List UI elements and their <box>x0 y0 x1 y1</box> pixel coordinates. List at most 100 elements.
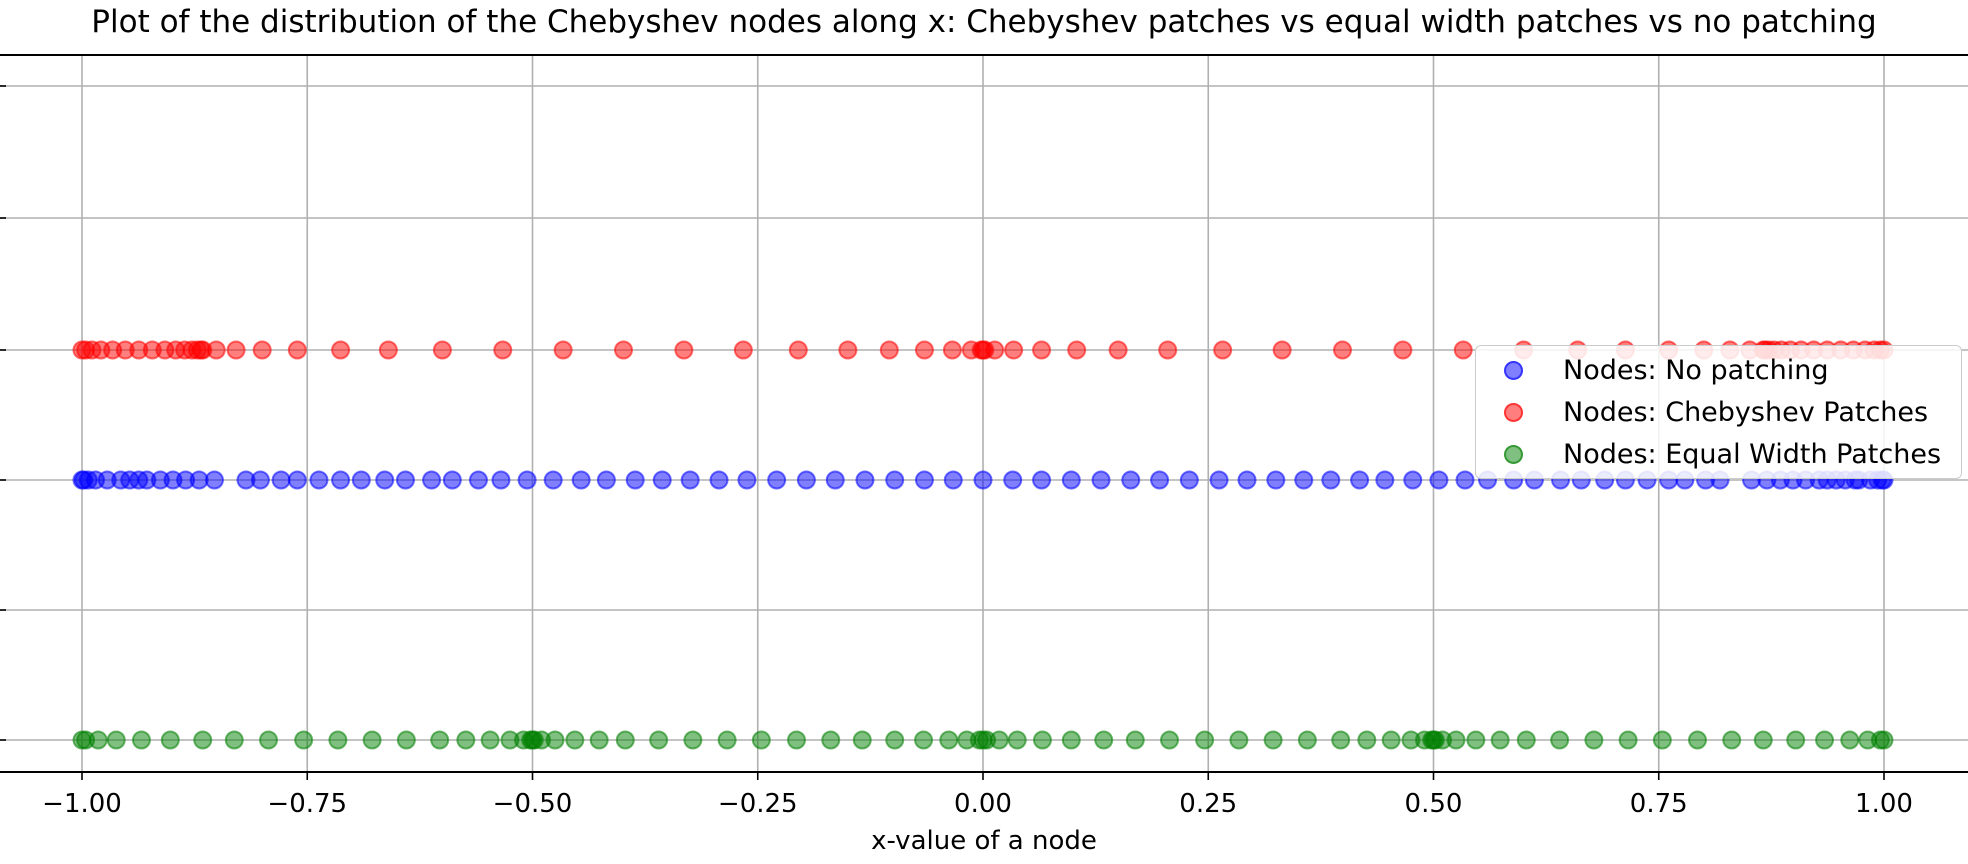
x-tick-label: 0.75 <box>1630 789 1688 819</box>
scatter-point <box>1550 730 1570 750</box>
scatter-point <box>825 470 845 490</box>
scatter-point <box>1381 730 1401 750</box>
scatter-point <box>1429 470 1449 490</box>
scatter-point <box>683 730 703 750</box>
scatter-point <box>879 340 899 360</box>
scatter-point <box>1687 730 1707 750</box>
scatter-point <box>989 730 1009 750</box>
scatter-point <box>1032 470 1052 490</box>
scatter-point <box>1375 470 1395 490</box>
legend-marker-green <box>1504 444 1523 464</box>
x-tick-label: 0.50 <box>1405 789 1463 819</box>
scatter-point <box>1332 340 1352 360</box>
scatter-point <box>1584 730 1604 750</box>
scatter-point <box>1179 470 1199 490</box>
scatter-point <box>1209 470 1229 490</box>
scatter-point <box>614 340 634 360</box>
scatter-point <box>294 730 314 750</box>
scatter-point <box>1266 470 1286 490</box>
scatter-points <box>72 340 1894 750</box>
scatter-point <box>680 470 700 490</box>
scatter-point <box>786 730 806 750</box>
x-tick-label: −0.50 <box>493 789 573 819</box>
scatter-point <box>545 730 565 750</box>
scatter-point <box>1874 730 1894 750</box>
scatter-point <box>1294 470 1314 490</box>
scatter-point <box>767 470 787 490</box>
scatter-point <box>1158 340 1178 360</box>
scatter-point <box>493 340 513 360</box>
scatter-point <box>1466 730 1486 750</box>
x-tick-label: 0.00 <box>954 789 1012 819</box>
scatter-point <box>1815 730 1835 750</box>
legend-label: Nodes: No patching <box>1563 354 1829 386</box>
scatter-point <box>1091 470 1111 490</box>
scatter-point <box>226 340 246 360</box>
scatter-point <box>1490 730 1510 750</box>
scatter-point <box>328 730 348 750</box>
scatter-point <box>189 470 209 490</box>
legend-marker-blue <box>1504 360 1523 380</box>
scatter-point <box>1446 730 1466 750</box>
scatter-point <box>973 470 993 490</box>
scatter-point <box>1061 730 1081 750</box>
scatter-point <box>224 730 244 750</box>
scatter-point <box>885 730 905 750</box>
scatter-point <box>1453 340 1473 360</box>
scatter-point <box>250 470 270 490</box>
scatter-point <box>1455 470 1475 490</box>
scatter-point <box>206 340 226 360</box>
scatter-point <box>1263 730 1283 750</box>
scatter-point <box>1652 730 1672 750</box>
scatter-point <box>943 470 963 490</box>
scatter-point <box>1032 340 1052 360</box>
scatter-point <box>362 730 382 750</box>
scatter-point <box>106 730 126 750</box>
legend: Nodes: No patching Nodes: Chebyshev Patc… <box>1475 345 1962 479</box>
x-ticks: −1.00 −0.75 −0.50 −0.25 0.00 0.25 0.50 0.75 1.00 <box>0 85 1913 819</box>
scatter-point <box>553 340 573 360</box>
scatter-point <box>1067 340 1087 360</box>
legend-marker-red <box>1504 402 1523 422</box>
scatter-point <box>378 340 398 360</box>
scatter-point <box>1297 730 1317 750</box>
scatter-point <box>737 470 757 490</box>
scatter-point <box>717 730 737 750</box>
scatter-point <box>1121 470 1141 490</box>
scatter-point <box>733 340 753 360</box>
scatter-point <box>885 470 905 490</box>
scatter-point <box>259 730 279 750</box>
scatter-point <box>1357 730 1377 750</box>
scatter-point <box>625 470 645 490</box>
scatter-point <box>788 340 808 360</box>
x-tick-label: −0.25 <box>718 789 798 819</box>
scatter-point <box>1722 730 1742 750</box>
scatter-point <box>914 730 934 750</box>
scatter-point <box>1195 730 1215 750</box>
scatter-point <box>432 340 452 360</box>
scatter-point <box>422 470 442 490</box>
chart-title: Plot of the distribution of the Chebyshe… <box>91 4 1877 40</box>
scatter-point <box>395 470 415 490</box>
scatter-point <box>309 470 329 490</box>
scatter-point <box>331 470 351 490</box>
scatter-point <box>1350 470 1370 490</box>
scatter-point <box>120 470 140 490</box>
scatter-point <box>1618 730 1638 750</box>
scatter-point <box>137 470 157 490</box>
scatter-point <box>468 470 488 490</box>
scatter-point <box>652 470 672 490</box>
scatter-point <box>396 730 416 750</box>
scatter-point <box>442 470 462 490</box>
scatter-point <box>855 470 875 490</box>
scatter-point <box>131 730 151 750</box>
scatter-point <box>480 730 500 750</box>
scatter-point <box>1061 470 1081 490</box>
scatter-point <box>615 730 635 750</box>
scatter-point <box>375 470 395 490</box>
scatter-point <box>1007 730 1027 750</box>
scatter-point <box>914 470 934 490</box>
scatter-point <box>193 730 213 750</box>
legend-label: Nodes: Chebyshev Patches <box>1563 396 1929 428</box>
